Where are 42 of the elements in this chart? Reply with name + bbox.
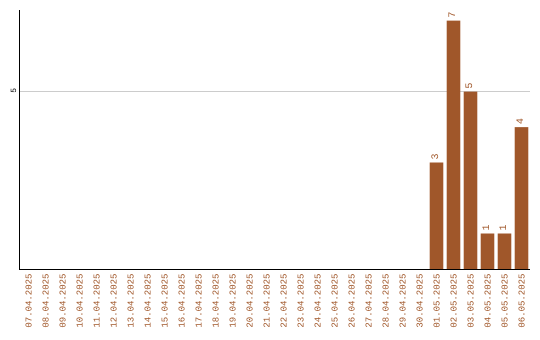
x-tick-label: 11.04.2025 (92, 274, 102, 328)
bar (464, 92, 478, 269)
data-label: 7 (448, 12, 459, 18)
bar (514, 127, 528, 269)
bar (480, 234, 494, 269)
x-tick-label: 23.04.2025 (296, 274, 306, 328)
x-tick-label: 24.04.2025 (313, 274, 324, 328)
x-tick-label: 02.05.2025 (449, 274, 460, 328)
x-tick-label: 22.04.2025 (279, 274, 290, 328)
bar (498, 234, 512, 269)
x-tick-label: 19.04.2025 (228, 274, 238, 328)
x-tick-label: 03.05.2025 (466, 274, 476, 328)
bar (446, 20, 460, 269)
x-tick-label: 30.04.2025 (415, 274, 426, 328)
x-tick-label: 04.05.2025 (483, 274, 494, 328)
data-label: 1 (482, 224, 493, 231)
x-tick-label: 08.04.2025 (41, 274, 52, 328)
x-tick-label: 21.04.2025 (262, 274, 272, 328)
x-tick-label: 26.04.2025 (347, 274, 358, 328)
x-tick-label: 17.04.2025 (194, 274, 204, 328)
data-label: 1 (499, 224, 510, 231)
x-tick-label: 10.04.2025 (75, 274, 86, 328)
x-tick-label: 01.05.2025 (432, 274, 442, 328)
x-tick-label: 20.04.2025 (245, 274, 256, 328)
x-tick-label: 18.04.2025 (211, 274, 222, 328)
x-tick-label: 27.04.2025 (364, 274, 374, 328)
data-label: 5 (465, 82, 476, 89)
x-tick-label: 29.04.2025 (398, 274, 408, 328)
x-tick-label: 25.04.2025 (330, 274, 340, 328)
data-label: 3 (431, 154, 442, 160)
bar (430, 162, 444, 269)
x-tick-label: 07.04.2025 (24, 274, 34, 328)
x-tick-label: 12.04.2025 (109, 274, 120, 328)
x-tick-label: 06.05.2025 (517, 274, 528, 328)
x-tick-label: 28.04.2025 (381, 274, 392, 328)
x-tick-label: 05.05.2025 (500, 274, 510, 328)
x-tick-label: 09.04.2025 (58, 274, 68, 328)
x-tick-label: 13.04.2025 (126, 274, 136, 328)
data-label: 4 (516, 118, 527, 124)
x-tick-label: 15.04.2025 (160, 274, 170, 328)
x-tick-label: 16.04.2025 (177, 274, 188, 328)
x-tick-label: 14.04.2025 (143, 274, 154, 328)
